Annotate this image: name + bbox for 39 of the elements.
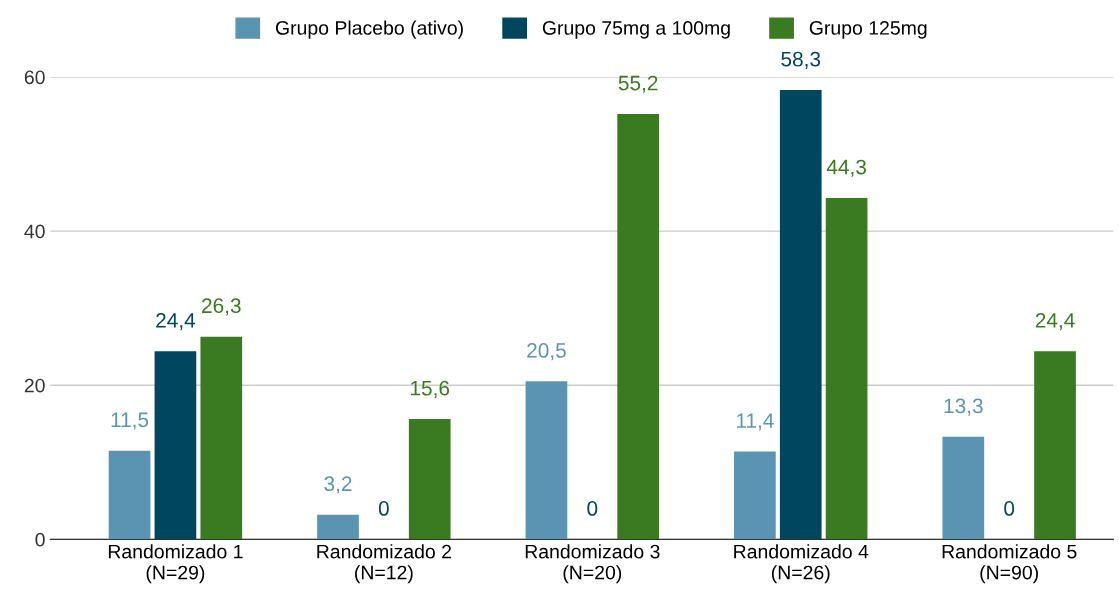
data-label: 3,2 xyxy=(324,476,352,494)
data-label: 0 xyxy=(378,501,389,516)
data-label: 24,4 xyxy=(1035,312,1075,331)
legend-label: Grupo 75mg a 100mg xyxy=(542,21,730,39)
data-label: 15,6 xyxy=(411,380,450,399)
data-label: 58,3 xyxy=(781,51,821,69)
bar xyxy=(779,90,822,540)
bar xyxy=(408,419,451,540)
bar xyxy=(942,436,985,540)
data-label: 55,2 xyxy=(618,75,658,93)
data-label: 0 xyxy=(587,501,598,516)
bar xyxy=(525,381,568,540)
data-label: 20,5 xyxy=(527,343,566,361)
y-tick-label: 40 xyxy=(24,224,45,239)
legend-label: Grupo 125mg xyxy=(809,21,927,39)
bar xyxy=(734,451,776,540)
data-label: 26,3 xyxy=(202,298,241,316)
bar xyxy=(1034,351,1076,540)
bar xyxy=(200,336,243,540)
y-tick-label: 20 xyxy=(24,378,45,393)
y-tick-label: 0 xyxy=(35,532,45,547)
data-label: 44,3 xyxy=(826,159,866,177)
x-tick-label: Randomizado 5 (N=90) xyxy=(942,544,1077,584)
x-tick-label: Randomizado 1 (N=29) xyxy=(108,544,243,584)
bar xyxy=(108,450,151,540)
bar xyxy=(154,351,197,540)
x-tick-label: Randomizado 4 (N=26) xyxy=(734,544,869,584)
bar xyxy=(825,197,868,540)
x-tick-label: Randomizado 2 (N=12) xyxy=(317,544,451,584)
bar xyxy=(317,514,359,540)
data-label: 13,3 xyxy=(944,398,983,416)
data-label: 24,4 xyxy=(156,312,196,331)
bar xyxy=(617,113,659,540)
y-tick-label: 60 xyxy=(24,70,45,85)
x-tick-label: Randomizado 3 (N=20) xyxy=(525,544,660,584)
data-label: 11,4 xyxy=(736,413,774,431)
legend-label: Grupo Placebo (ativo) xyxy=(275,20,463,39)
data-label: 11,5 xyxy=(111,412,149,430)
data-label: 0 xyxy=(1004,501,1015,516)
